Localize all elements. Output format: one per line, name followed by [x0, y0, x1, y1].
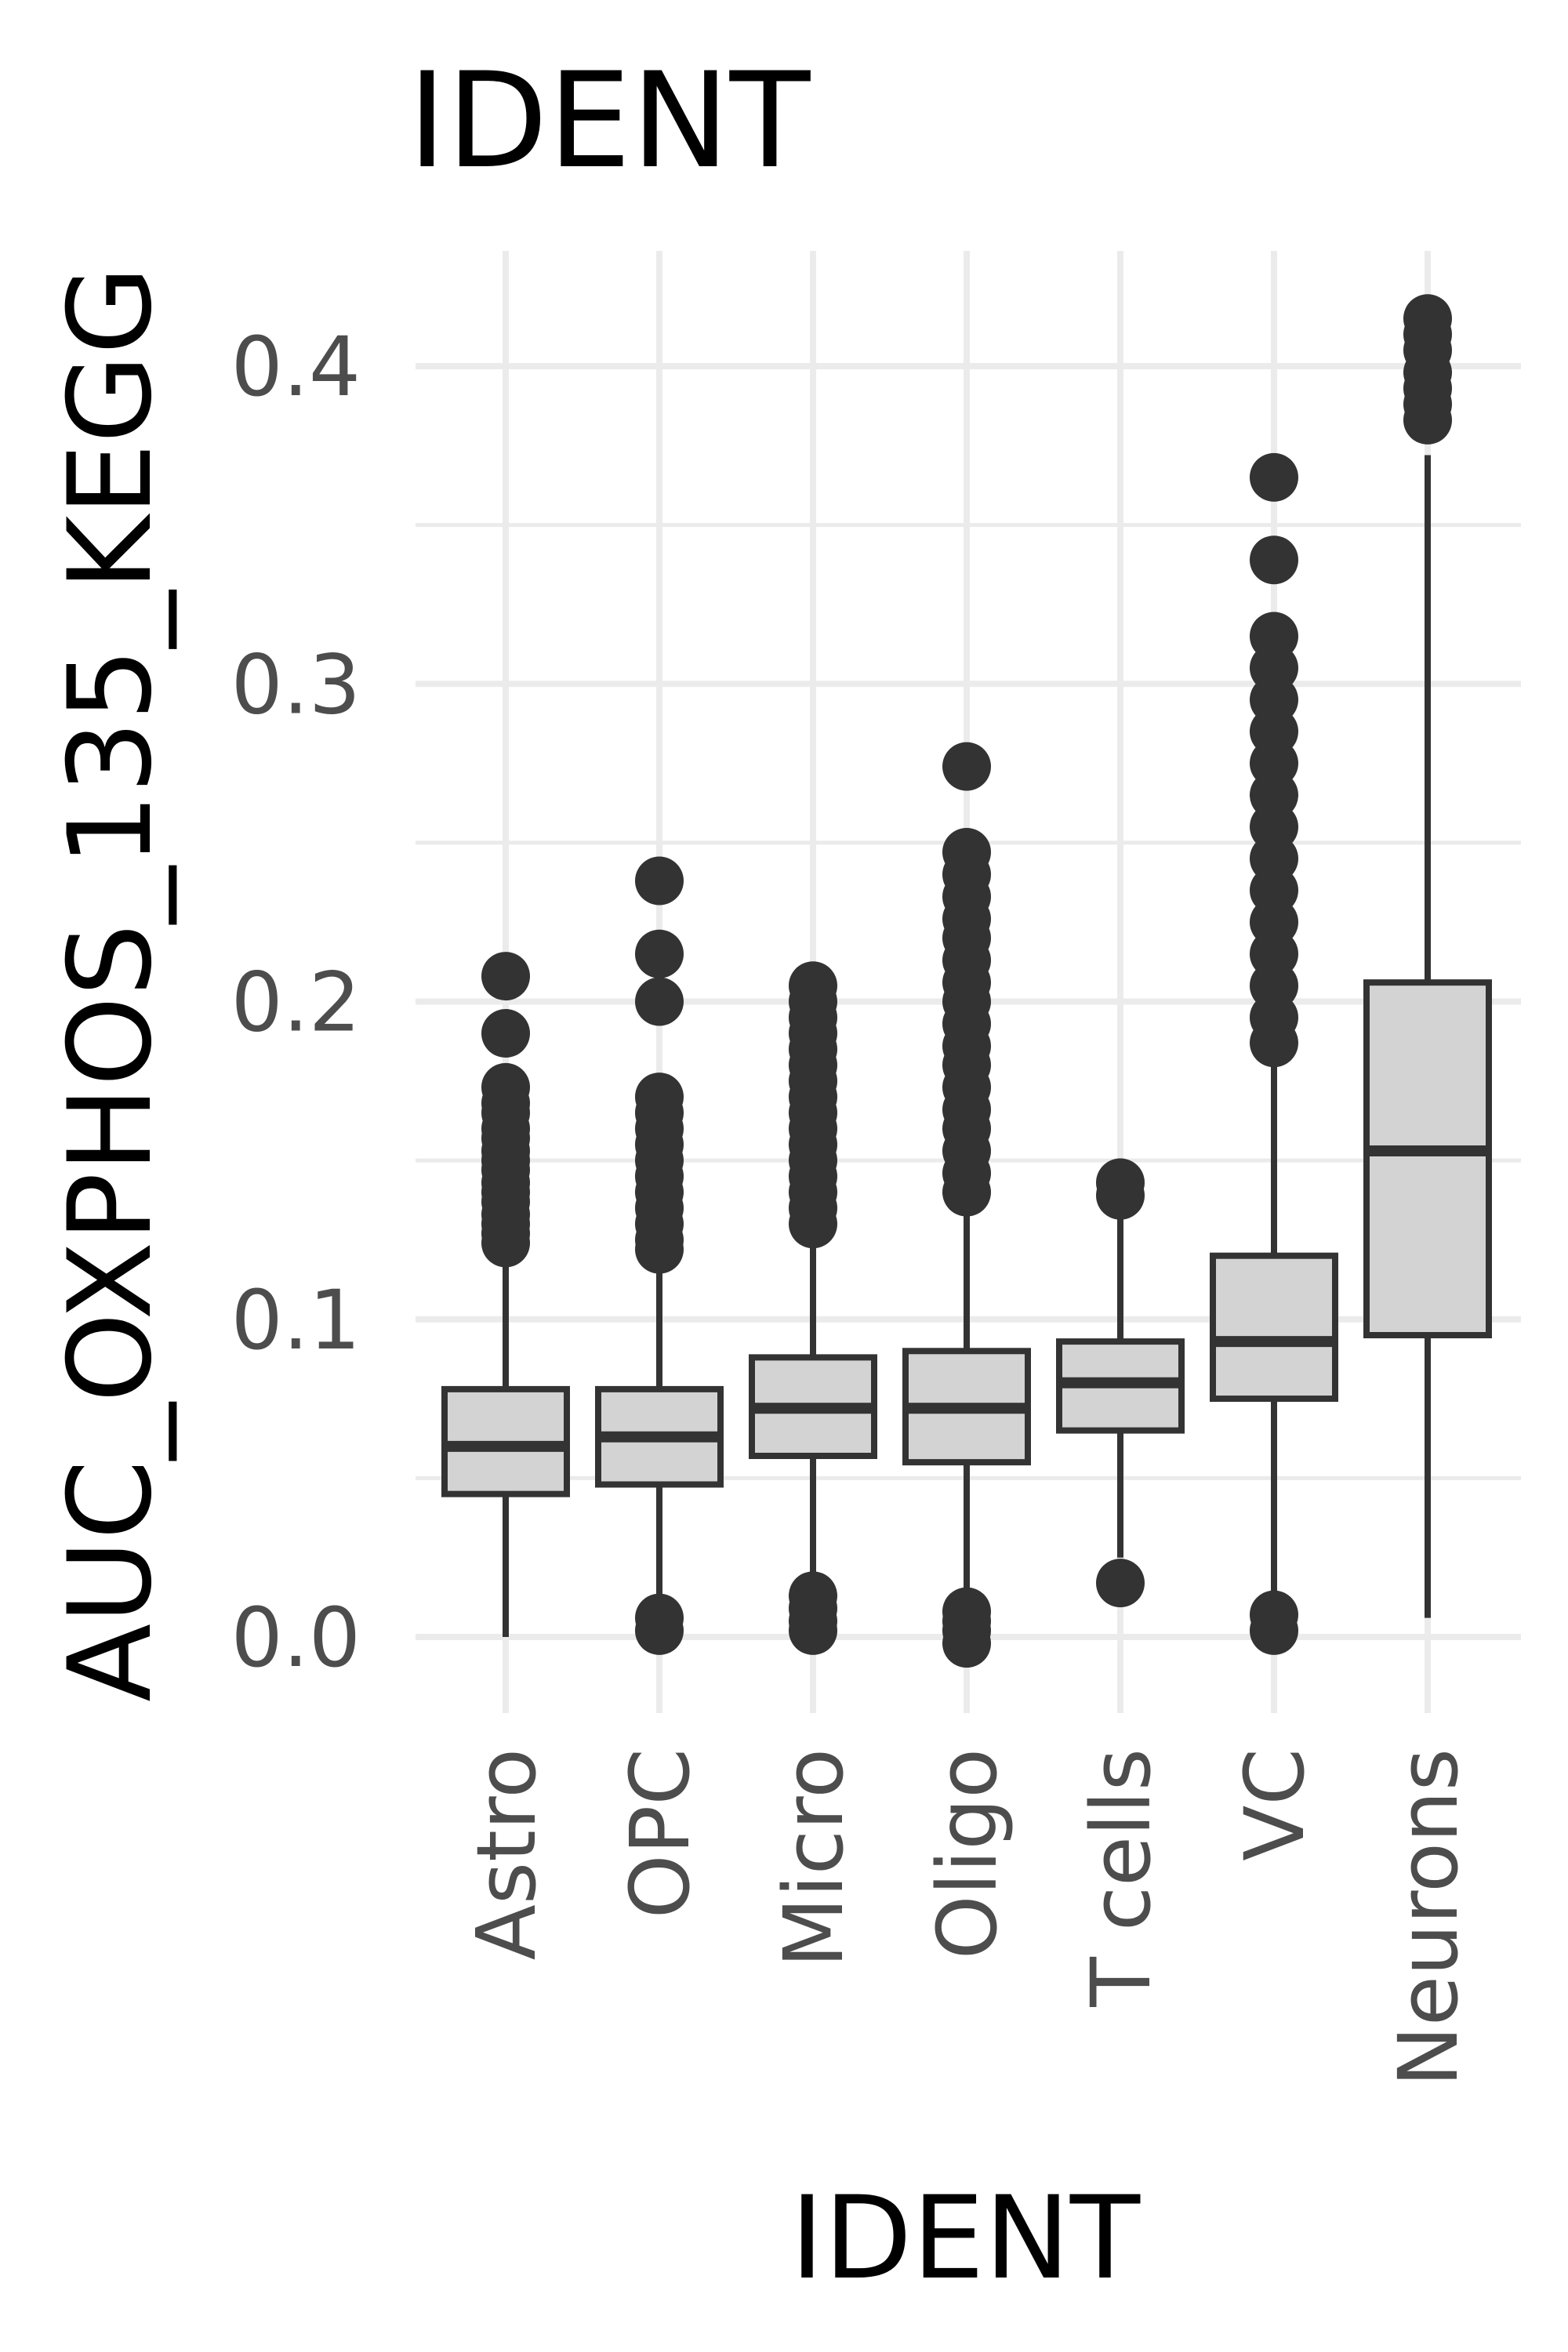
x-tick-label: Astro	[459, 1748, 554, 1960]
outlier-point	[481, 952, 530, 1001]
outlier-point	[481, 1218, 530, 1268]
x-tick-label: Neurons	[1381, 1748, 1476, 2087]
outlier-point	[635, 977, 684, 1026]
y-tick-label: 0.1	[231, 1272, 361, 1368]
x-tick-label: Oligo	[920, 1748, 1015, 1959]
box-iqr	[1363, 979, 1492, 1339]
outlier-point	[1250, 535, 1298, 585]
box-neurons	[1363, 294, 1492, 1618]
y-axis-title: AUC_OXPHOS_135_KEGG	[44, 266, 177, 1702]
box-t-cells	[1056, 1158, 1185, 1608]
box-oligo	[902, 742, 1031, 1668]
box-opc	[595, 856, 724, 1655]
box-series	[441, 294, 1492, 1668]
outlier-point	[1403, 395, 1452, 445]
y-tick-label: 0.4	[231, 319, 361, 415]
outlier-point	[942, 1619, 991, 1668]
y-tick-label: 0.0	[231, 1590, 361, 1686]
outlier-point	[635, 929, 684, 978]
x-tick-label: VC	[1227, 1748, 1323, 1861]
x-tick-label: Micro	[766, 1748, 862, 1968]
box-micro	[749, 961, 877, 1655]
box-vc	[1210, 452, 1338, 1655]
outlier-point	[789, 1606, 837, 1655]
outlier-point	[635, 1606, 684, 1655]
outlier-point	[789, 1200, 837, 1249]
outlier-point	[1250, 1018, 1298, 1068]
chart-title: IDENT	[408, 44, 811, 198]
y-tick-label: 0.3	[231, 637, 361, 732]
outlier-point	[942, 742, 991, 791]
outlier-point	[1096, 1559, 1145, 1608]
y-axis-ticks: 0.0 0.1 0.2 0.3 0.4	[231, 319, 361, 1686]
x-tick-label: T cells	[1073, 1748, 1169, 2008]
x-axis-ticks: Astro OPC Micro Oligo T cells VC Neurons	[459, 1748, 1476, 2087]
y-tick-label: 0.2	[231, 955, 361, 1051]
box-astro	[441, 952, 570, 1637]
outlier-point	[635, 856, 684, 906]
box-iqr	[1210, 1252, 1338, 1403]
outlier-point	[635, 1225, 684, 1274]
outlier-point	[1250, 1606, 1298, 1655]
x-axis-title: IDENT	[790, 2172, 1141, 2305]
outlier-point	[1250, 452, 1298, 502]
outlier-point	[1096, 1171, 1145, 1220]
x-tick-label: OPC	[612, 1748, 708, 1918]
outlier-point	[481, 1009, 530, 1058]
outlier-point	[942, 1167, 991, 1217]
